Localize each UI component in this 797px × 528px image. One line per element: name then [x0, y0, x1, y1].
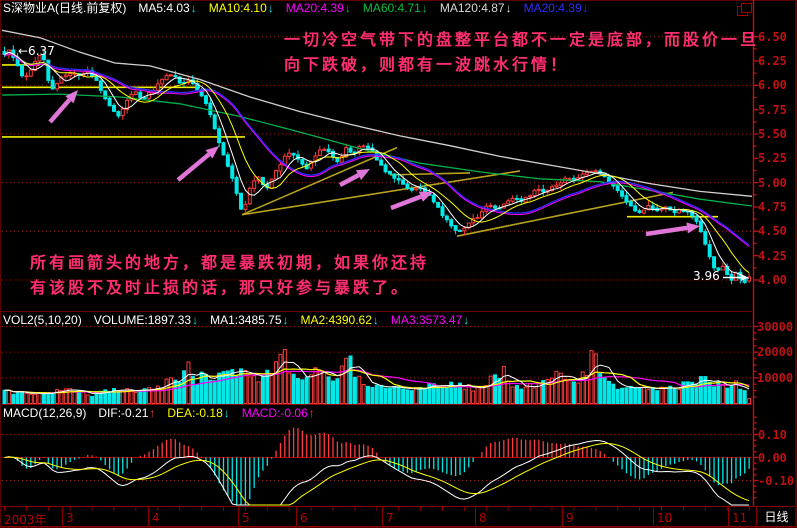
price-axis-label: 6.50 [758, 30, 787, 44]
trendline [241, 170, 521, 216]
low-price-callout: 3.96 [693, 269, 720, 283]
ma5-line [4, 51, 750, 279]
price-axis-label: 4.25 [758, 249, 787, 263]
annotation-top: 一切冷空气带下的盘整平台都不一定是底部，而股价一旦 向下跌破，则都有一波跳水行情… [284, 27, 759, 77]
crash-arrow [645, 225, 688, 237]
volume-axis-label: 30000 [757, 320, 794, 334]
macd-axis-label: 0.00 [758, 451, 787, 465]
macd-legend: DIF:-0.21 ↑ DEA:-0.18 ↓ MACD:-0.06 ↑ [98, 407, 314, 420]
ma10-line [4, 51, 750, 274]
volume-axis-label: 10000 [757, 371, 794, 385]
price-axis-label: 4.50 [758, 224, 787, 238]
ma-legend-item: MA20:4.39 ↓ [285, 1, 351, 15]
vol-ma10-line [4, 368, 750, 394]
crash-arrow [338, 173, 360, 187]
month-label: 11 [732, 511, 748, 525]
price-axis-label: 4.75 [758, 200, 787, 214]
crash-arrow [390, 194, 422, 211]
ma-legend-item: MA120:4.87 ↓ [439, 1, 512, 15]
price-axis-label: 6.25 [758, 54, 787, 68]
ma-legend-item: MA10:4.10 ↓ [208, 1, 274, 15]
ma-legend-item: MA60:4.71 ↓ [362, 1, 428, 15]
price-axis-label: 5.50 [758, 127, 787, 141]
vol-legend-item: MA3:3573.47 ↓ [390, 313, 470, 327]
macd-axis-label: -0.10 [758, 474, 795, 488]
vol-legend-item: MA2:4390.62 ↓ [300, 313, 379, 327]
period-selector[interactable]: 日线 [764, 510, 789, 524]
annotation-left-line1: 所有画箭头的地方，都是暴跌初期，如果你还持 [30, 253, 430, 272]
volume-indicator-header: VOL2(5,10,20) VOLUME:1897.33 ↓ MA1:3485.75… [3, 314, 469, 327]
month-label: 9 [566, 511, 574, 525]
ma-legend: MA5:4.03 ↓ MA10:4.10 ↓ MA20:4.39 ↓ MA60:4.71 ↓ M… [138, 2, 588, 15]
vol-ma5-line [4, 361, 750, 395]
macd-legend-item: DIF:-0.21 ↑ [98, 406, 156, 420]
month-label: 3 [66, 511, 74, 525]
annotation-left-line2: 有该股不及时止损的话，那只好参与暴跌了。 [30, 278, 411, 297]
macd-indicator-header: MACD(12,26,9) DIF:-0.21 ↑ DEA:-0.18 ↓ MACD:-… [3, 407, 315, 420]
month-label: 8 [479, 511, 487, 525]
annotation-top-line1: 一切冷空气带下的盘整平台都不一定是底部，而股价一旦 [284, 30, 760, 49]
trendline [456, 191, 674, 237]
price-axis-label: 4.00 [758, 273, 787, 287]
ma20-magenta-line [4, 53, 750, 247]
year-label: 2003年 [4, 513, 47, 527]
dif-line [4, 439, 750, 506]
vol-legend: VOLUME:1897.33 ↓ MA1:3485.75 ↓ MA2:4390.62 ↓ M… [94, 314, 470, 327]
volume-axis-label: 20000 [757, 345, 794, 359]
month-label: 10 [657, 511, 673, 525]
month-label: 5 [242, 511, 250, 525]
high-price-callout: ←6.37 [18, 44, 55, 58]
price-axis-label: 6.00 [758, 78, 787, 92]
month-label: 7 [386, 511, 394, 525]
stock-title: S深物业A(日线.前复权) [3, 1, 127, 15]
main-indicator-header: S深物业A(日线.前复权) MA5:4.03 ↓ MA10:4.10 ↓ MA20:4.… [3, 2, 589, 15]
annotation-top-line2: 向下跌破，则都有一波跳水行情！ [284, 55, 570, 74]
macd-indicator-name: MACD(12,26,9) [3, 406, 87, 420]
price-axis-label: 5.25 [758, 151, 787, 165]
ma-legend-item: MA5:4.03 ↓ [138, 1, 197, 15]
ma20-line [4, 51, 750, 246]
dea-line [4, 443, 750, 506]
restore-window-icon[interactable] [737, 3, 752, 16]
crash-arrow [48, 98, 72, 124]
vol-legend-item: MA1:3485.75 ↓ [210, 313, 289, 327]
annotation-left: 所有画箭头的地方，都是暴跌初期，如果你还持 有该股不及时止损的话，那只好参与暴跌… [30, 250, 429, 300]
month-label: 6 [300, 511, 308, 525]
price-axis-label: 5.75 [758, 103, 787, 117]
crash-arrow [176, 152, 211, 182]
vol-indicator-name: VOL2(5,10,20) [3, 313, 82, 327]
macd-axis-label: 0.10 [758, 428, 787, 442]
month-label: 4 [152, 511, 160, 525]
trendline [241, 146, 398, 216]
macd-legend-item: MACD:-0.06 ↑ [241, 406, 315, 420]
trendline [389, 172, 471, 176]
ma-legend-item: MA20:4.39 ↓ [523, 1, 589, 15]
price-axis-label: 5.00 [758, 176, 787, 190]
vol-legend-item: VOLUME:1897.33 ↓ [93, 313, 199, 327]
macd-legend-item: DEA:-0.18 ↓ [167, 406, 230, 420]
